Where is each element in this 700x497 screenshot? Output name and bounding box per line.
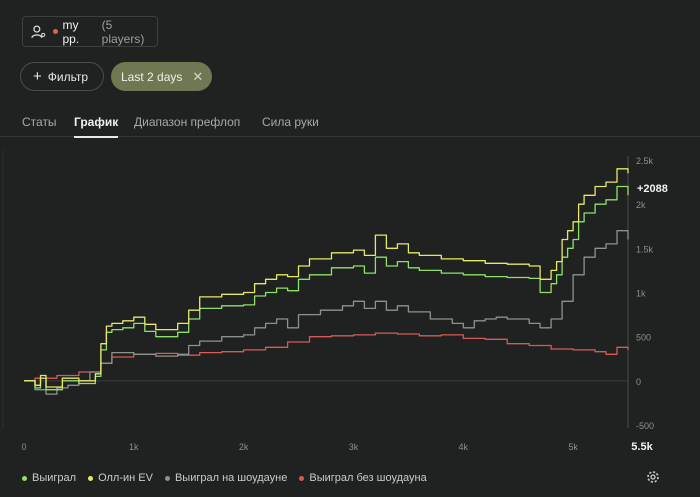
x-tick-label: 0	[21, 442, 26, 452]
legend-item-won[interactable]: Выиграл	[22, 472, 76, 484]
player-selector[interactable]: my pp. (5 players)	[22, 16, 158, 47]
y-tick-label: 1k	[636, 289, 646, 299]
close-icon[interactable]: ✕	[192, 68, 204, 84]
end-value-label: +2088	[637, 183, 668, 195]
x-tick-label: 1k	[129, 442, 139, 452]
y-tick-label: -500	[636, 421, 654, 431]
series-line	[24, 168, 629, 388]
tab-graph[interactable]: График	[74, 115, 119, 138]
user-settings-icon	[31, 25, 46, 38]
status-dot	[52, 29, 58, 34]
legend-item-allin-ev[interactable]: Олл-ин EV	[88, 472, 153, 484]
legend-label: Олл-ин EV	[98, 472, 153, 484]
tab-stats[interactable]: Статы	[22, 115, 57, 129]
legend-label: Выиграл на шоудауне	[174, 472, 288, 484]
chart-legend: Выиграл Олл-ин EV Выиграл на шоудауне Вы…	[22, 470, 439, 486]
tab-preflop-range[interactable]: Диапазон префлоп	[134, 115, 241, 129]
filter-label: Фильтр	[47, 69, 89, 84]
y-tick-label: 500	[636, 333, 651, 343]
plus-icon: +	[33, 68, 42, 85]
tab-hand-strength[interactable]: Сила руки	[262, 115, 319, 129]
tab-bar: Статы График Диапазон префлоп Сила руки	[0, 110, 700, 138]
date-filter-chip[interactable]: Last 2 days ✕	[111, 62, 212, 91]
y-tick-label: 1.5k	[636, 244, 654, 254]
player-name: my pp.	[62, 17, 80, 46]
legend-item-showdown[interactable]: Выиграл на шоудауне	[164, 472, 288, 484]
legend-dot	[88, 475, 94, 481]
series-line	[24, 230, 629, 395]
y-tick-label: 2k	[636, 200, 646, 210]
x-tick-label: 4k	[459, 442, 469, 452]
legend-item-non-showdown[interactable]: Выиграл без шоудауна	[299, 472, 427, 484]
y-tick-label: 0	[636, 377, 641, 387]
legend-label: Выиграл	[32, 472, 77, 484]
legend-dot	[22, 475, 27, 481]
series-line	[24, 332, 629, 382]
y-tick-label: 2.5k	[636, 156, 654, 166]
legend-dot	[299, 475, 305, 481]
filter-button[interactable]: + Фильтр	[20, 62, 104, 91]
x-tick-label: 5.5k	[631, 441, 653, 453]
x-tick-label: 3k	[349, 442, 359, 452]
settings-gear-icon[interactable]	[645, 469, 661, 485]
x-tick-label: 2k	[239, 442, 249, 452]
x-tick-label: 5k	[568, 442, 578, 452]
player-count: (5 players)	[101, 17, 145, 46]
chip-label: Last 2 days	[121, 69, 183, 84]
legend-dot	[164, 475, 170, 481]
legend-label: Выиграл без шоудауна	[309, 472, 427, 484]
winnings-chart: 2.5k 2k 1.5k 1k 500 0 -500 0 1k 2k 3k 4k 5k 5.5k +2088	[2, 150, 668, 453]
series-line	[24, 185, 629, 391]
